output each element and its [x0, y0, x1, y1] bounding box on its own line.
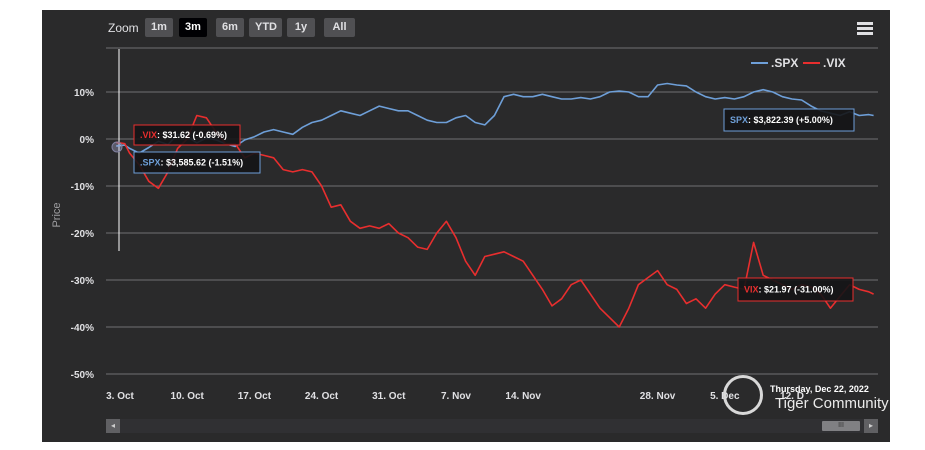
y-axis-label: Price: [51, 202, 63, 227]
x-tick-label: 31. Oct: [372, 391, 406, 402]
legend[interactable]: .SPX .VIX: [751, 56, 846, 70]
x-tick-label: 24. Oct: [305, 391, 339, 402]
y-tick-label: -50%: [71, 370, 94, 381]
tiger-logo-icon: [723, 375, 763, 415]
tooltip-box: [133, 124, 241, 146]
tooltip-spx: SPX: $3,822.39 (+5.00%): [723, 108, 855, 132]
y-tick-label: 10%: [74, 88, 94, 99]
zoom-all-button[interactable]: All: [324, 18, 355, 37]
y-tick-label: -20%: [71, 229, 94, 240]
date-tooltip: Thursday, Dec 22, 2022: [770, 384, 869, 394]
y-tick-label: -30%: [71, 276, 94, 287]
tooltip-text: SPX: $3,822.39 (+5.00%): [730, 115, 833, 125]
tooltip-box: [723, 108, 855, 132]
zoom-6m-button[interactable]: 6m: [216, 18, 244, 37]
y-tick-label: -10%: [71, 182, 94, 193]
x-tick-label: 10. Oct: [171, 391, 205, 402]
zoom-1y-button[interactable]: 1y: [287, 18, 315, 37]
watermark: Tiger Community: [723, 375, 903, 419]
series-line-vix[interactable]: [116, 114, 874, 328]
zoom-ytd-button[interactable]: YTD: [249, 18, 282, 37]
tooltip-box: [737, 277, 854, 302]
tooltip-box: [133, 151, 261, 174]
navigator-scrollbar[interactable]: ◂ III ▸: [106, 419, 878, 433]
zoom-1m-button[interactable]: 1m: [145, 18, 173, 37]
x-tick-label: 14. Nov: [505, 391, 541, 402]
x-tick-label: 7. Nov: [441, 391, 471, 402]
zoom-3m-button[interactable]: 3m: [179, 18, 207, 37]
x-tick-label: 12. D: [780, 391, 804, 402]
tooltip-spx: .SPX: $3,585.62 (-1.51%): [133, 151, 261, 174]
x-tick-label: 3. Oct: [106, 391, 134, 402]
scrollbar-thumb[interactable]: III: [822, 421, 860, 431]
zoom-label: Zoom: [108, 21, 139, 35]
y-tick-label: 0%: [80, 135, 95, 146]
tooltip-text: .SPX: $3,585.62 (-1.51%): [140, 158, 243, 168]
legend-spx-label[interactable]: .SPX: [771, 56, 798, 70]
tooltip-vix: .VIX: $31.62 (-0.69%): [133, 124, 241, 146]
watermark-text: Tiger Community: [775, 395, 889, 412]
hover-marker: [111, 141, 123, 153]
y-tick-label: -40%: [71, 323, 94, 334]
tooltip-text: .VIX: $31.62 (-0.69%): [140, 130, 227, 140]
scroll-right-arrow-icon[interactable]: ▸: [864, 419, 878, 433]
tooltip-vix: VIX: $21.97 (-31.00%): [737, 277, 854, 302]
chart-container: Zoom 1m 3m 6m YTD 1y All 10% 0% -10% -20% -3…: [42, 10, 890, 442]
legend-vix-label[interactable]: .VIX: [823, 56, 846, 70]
x-tick-label: 28. Nov: [640, 391, 676, 402]
scroll-left-arrow-icon[interactable]: ◂: [106, 419, 120, 433]
x-tick-label: 17. Oct: [238, 391, 272, 402]
hamburger-menu-icon[interactable]: [854, 18, 876, 38]
tooltip-text: VIX: $21.97 (-31.00%): [744, 285, 834, 295]
